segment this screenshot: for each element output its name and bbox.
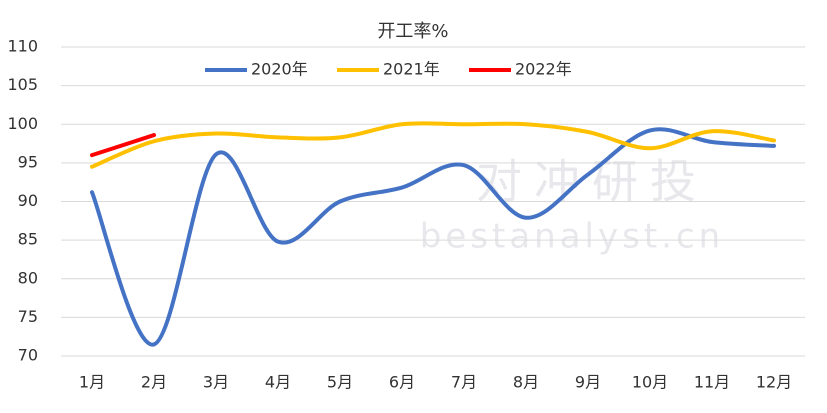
x-tick-label: 12月 xyxy=(756,373,792,392)
y-tick-label: 90 xyxy=(18,191,38,210)
y-tick-label: 110 xyxy=(7,37,38,56)
legend-label: 2020年 xyxy=(251,60,308,79)
x-tick-label: 7月 xyxy=(451,373,477,392)
x-tick-label: 4月 xyxy=(265,373,291,392)
x-tick-label: 3月 xyxy=(203,373,229,392)
x-tick-label: 1月 xyxy=(79,373,105,392)
watermark: 对冲研投 xyxy=(476,155,708,209)
y-tick-label: 70 xyxy=(18,346,38,365)
series-line xyxy=(90,133,156,158)
x-tick-label: 11月 xyxy=(694,373,730,392)
series-line xyxy=(90,121,776,169)
series-line xyxy=(90,127,776,347)
x-tick-label: 5月 xyxy=(327,373,353,392)
x-tick-label: 9月 xyxy=(575,373,601,392)
x-tick-label: 10月 xyxy=(632,373,668,392)
y-tick-label: 95 xyxy=(18,152,38,171)
y-tick-label: 75 xyxy=(18,307,38,326)
legend-label: 2021年 xyxy=(383,60,440,79)
x-tick-label: 6月 xyxy=(389,373,415,392)
x-tick-label: 2月 xyxy=(141,373,167,392)
x-tick-label: 8月 xyxy=(513,373,539,392)
watermark: bestanalyst.cn xyxy=(420,217,724,257)
chart-title: 开工率% xyxy=(377,21,448,42)
y-tick-label: 105 xyxy=(7,75,38,94)
y-tick-label: 100 xyxy=(7,114,38,133)
y-tick-label: 85 xyxy=(18,230,38,249)
y-tick-label: 80 xyxy=(18,268,38,287)
legend-label: 2022年 xyxy=(515,60,572,79)
